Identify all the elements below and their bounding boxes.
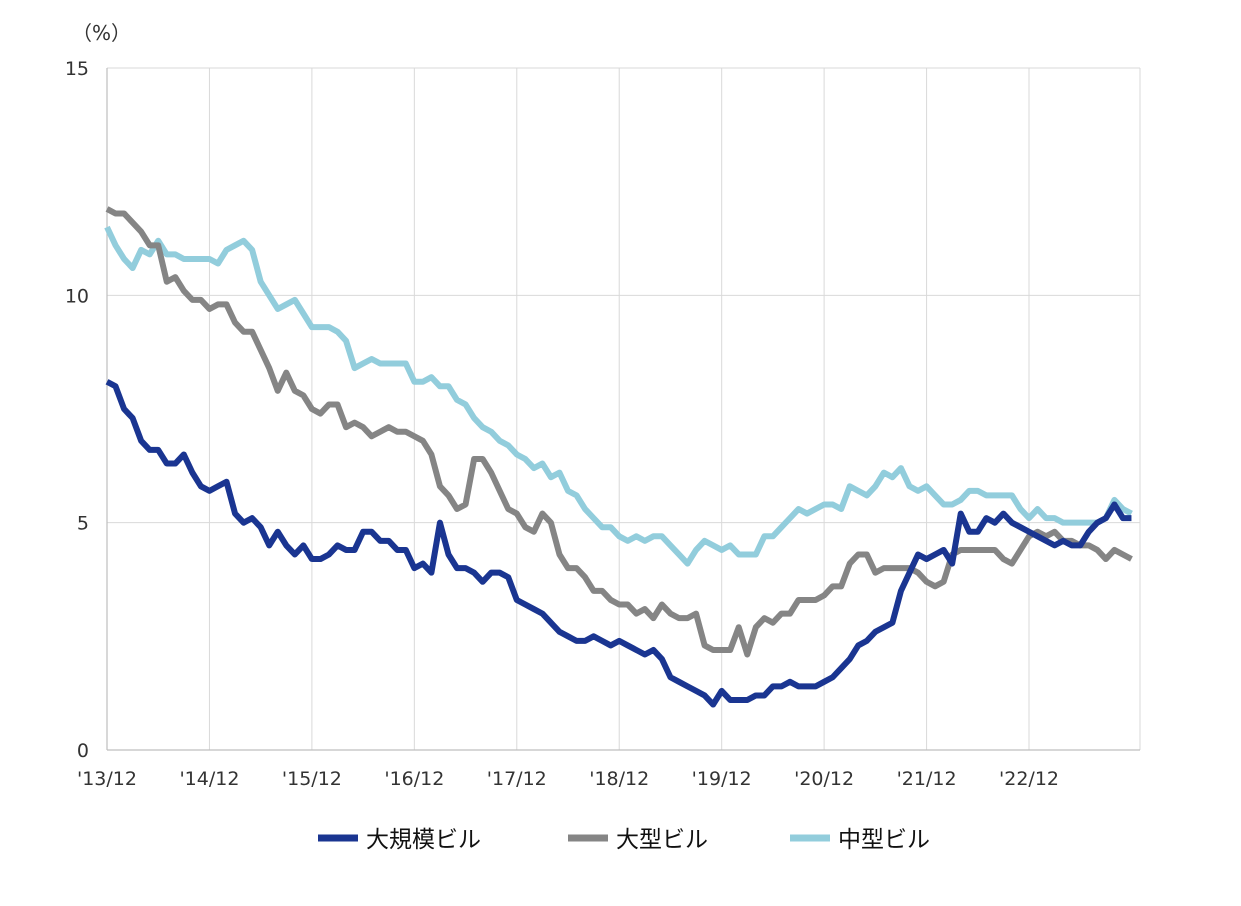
x-tick-label: '21/12 <box>897 768 957 790</box>
legend: 大規模ビル 大型ビル 中型ビル <box>318 827 930 853</box>
x-tick-label: '22/12 <box>999 768 1059 790</box>
x-tick-label: '15/12 <box>282 768 342 790</box>
series-line-0 <box>105 379 1132 708</box>
x-tick-label: '17/12 <box>487 768 547 790</box>
legend-item: 大規模ビル <box>318 827 481 853</box>
x-tick-label: '14/12 <box>179 768 239 790</box>
y-tick-label: 15 <box>65 58 89 80</box>
y-tick-label: 10 <box>65 285 89 307</box>
legend-item: 大型ビル <box>568 827 708 853</box>
series-line-2 <box>104 225 1133 567</box>
y-axis-unit-label: （%） <box>72 21 131 45</box>
x-tick-label: '13/12 <box>77 768 137 790</box>
y-tick-label: 5 <box>77 513 89 535</box>
legend-label: 中型ビル <box>838 827 930 853</box>
x-tick-label: '18/12 <box>589 768 649 790</box>
legend-label: 大型ビル <box>616 827 708 853</box>
legend-label: 大規模ビル <box>366 827 481 853</box>
x-tick-label: '20/12 <box>794 768 854 790</box>
series-line-1 <box>105 206 1133 658</box>
axes <box>106 68 1140 751</box>
series-lines <box>104 206 1133 708</box>
gridlines <box>107 67 1141 750</box>
x-tick-label: '19/12 <box>692 768 752 790</box>
x-tick-label: '16/12 <box>384 768 444 790</box>
y-tick-label: 0 <box>77 740 89 762</box>
tick-labels: 0 5 10 15 '13/12 '14/12 '15/12 '16/12 '17/12 '18/… <box>65 58 1059 790</box>
legend-item: 中型ビル <box>790 827 930 853</box>
